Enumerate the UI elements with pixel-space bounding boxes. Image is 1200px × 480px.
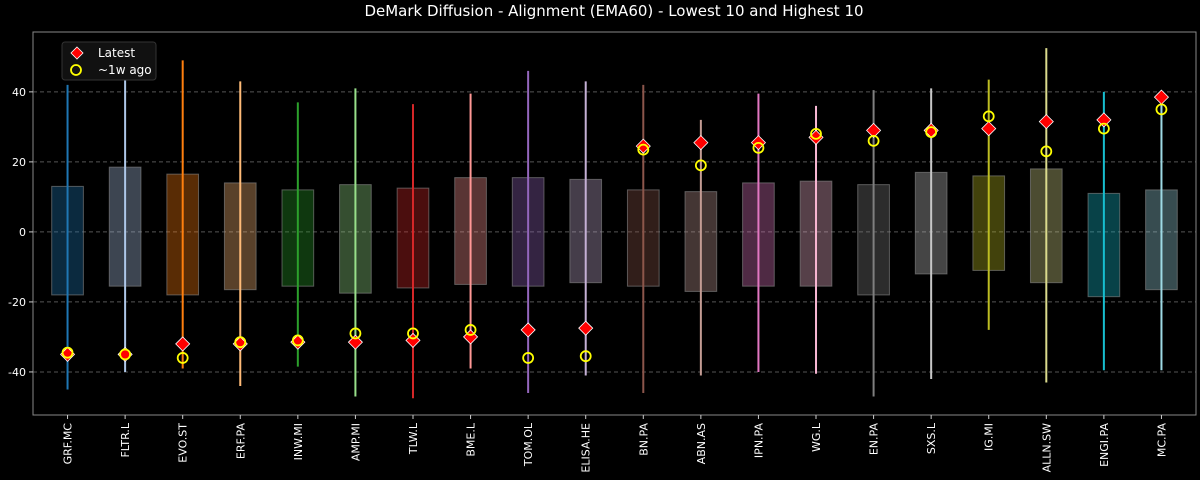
y-tick-label: 40	[12, 86, 26, 99]
y-tick-label: -40	[8, 366, 26, 379]
series-ALLN.SW	[1029, 48, 1063, 383]
legend: Latest ~1w ago	[61, 41, 157, 81]
x-tick-label: MC.PA	[1155, 423, 1168, 458]
legend-week-ago-label: ~1w ago	[98, 63, 152, 77]
latest-marker	[1096, 112, 1112, 128]
week-ago-marker	[752, 141, 765, 154]
x-tick-label: WG.L	[810, 422, 823, 452]
x-tick-label: ERF.PA	[234, 423, 247, 460]
series-ERF.PA	[223, 81, 257, 386]
series-ENGI.PA	[1087, 91, 1121, 371]
week-ago-marker	[464, 324, 477, 336]
week-ago-marker	[522, 352, 535, 364]
legend-latest-marker	[70, 46, 84, 60]
series-TOM.OL	[511, 70, 545, 393]
x-tick-label: EVO.ST	[177, 423, 190, 463]
latest-marker	[866, 122, 882, 138]
week-ago-marker	[810, 127, 822, 140]
week-ago-marker	[694, 159, 707, 172]
x-tick-label: ABN.AS	[695, 423, 708, 464]
x-tick-label: ELISA.HE	[580, 423, 593, 473]
chart-title: DeMark Diffusion - Alignment (EMA60) - L…	[364, 2, 863, 20]
week-ago-marker	[579, 350, 592, 363]
latest-marker	[175, 336, 191, 352]
x-tick-label: BN.PA	[637, 423, 650, 456]
series-MC.PA	[1145, 89, 1178, 371]
week-ago-marker	[407, 327, 419, 340]
x-tick-label: EN.PA	[868, 423, 881, 456]
latest-marker	[693, 135, 709, 151]
series-SXS.L	[914, 88, 948, 379]
week-ago-marker	[291, 334, 304, 347]
week-ago-marker	[637, 143, 650, 156]
week-ago-marker	[1155, 103, 1168, 116]
latest-marker	[347, 334, 363, 350]
x-tick-label: IG.MI	[983, 423, 996, 451]
grid	[33, 91, 1196, 373]
latest-marker	[981, 121, 997, 137]
series-AMP.MI	[339, 88, 372, 397]
x-tick-label: IPN.PA	[752, 423, 765, 459]
series-BN.PA	[626, 84, 660, 393]
series-BME.L	[454, 93, 487, 369]
marks	[51, 48, 1178, 399]
week-ago-marker	[1040, 145, 1053, 158]
week-ago-marker	[925, 126, 938, 139]
x-tick-label: TOM.OL	[522, 422, 535, 467]
x-tick-label: BME.L	[465, 422, 478, 456]
legend-week-ago-marker	[70, 64, 82, 76]
series-ABN.AS	[684, 119, 718, 376]
week-ago-marker	[234, 336, 247, 349]
y-axis: -40 -20 0 20 40	[8, 86, 33, 379]
y-tick-label: 0	[19, 226, 26, 239]
series-WG.L	[799, 105, 833, 374]
series-EN.PA	[857, 90, 890, 397]
x-tick-label: ENGI.PA	[1098, 423, 1111, 467]
week-ago-marker	[349, 327, 362, 340]
week-ago-marker	[867, 134, 880, 147]
x-tick-label: SXS.L	[925, 422, 938, 454]
series-INW.MI	[281, 102, 315, 367]
y-tick-label: 20	[12, 156, 26, 169]
x-tick-label: TLW.L	[407, 422, 420, 455]
latest-marker	[635, 138, 651, 154]
y-tick-label: -20	[8, 296, 26, 309]
series-IG.MI	[972, 79, 1006, 330]
x-tick-label: ALLN.SW	[1040, 423, 1053, 472]
latest-marker	[578, 320, 594, 336]
week-ago-marker	[119, 348, 132, 361]
week-ago-marker	[982, 110, 995, 123]
series-EVO.ST	[166, 60, 200, 369]
week-ago-marker	[176, 352, 189, 364]
x-tick-label: FLTR.L	[119, 422, 132, 457]
week-ago-marker	[61, 346, 74, 359]
x-tick-label: INW.MI	[292, 423, 305, 460]
week-ago-marker	[1097, 122, 1110, 135]
legend-latest-label: Latest	[98, 46, 135, 60]
x-tick-label: AMP.MI	[349, 423, 362, 461]
x-tick-label: GRF.MC	[62, 423, 75, 465]
x-axis: GRF.MC FLTR.L EVO.ST ERF.PA INW.MI AMP.MI TLW.…	[62, 415, 1168, 473]
series-TLW.L	[396, 104, 430, 399]
legend-frame	[61, 41, 157, 81]
series-FLTR.L	[108, 74, 142, 372]
latest-marker	[1038, 114, 1054, 130]
plot-frame	[32, 31, 1197, 416]
latest-marker	[520, 322, 536, 338]
series-GRF.MC	[51, 84, 84, 390]
series-IPN.PA	[742, 93, 775, 372]
series-ELISA.HE	[569, 81, 603, 376]
